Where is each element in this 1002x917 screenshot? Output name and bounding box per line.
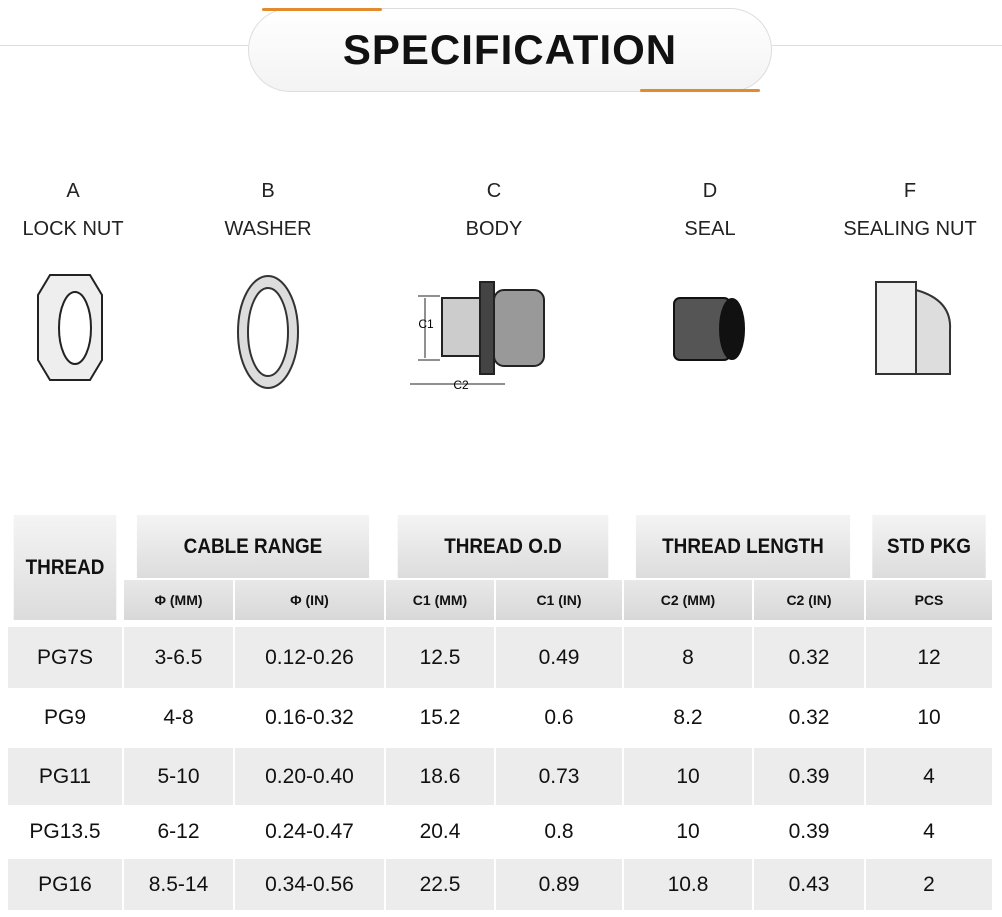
part-name: SEAL (684, 218, 736, 240)
title: SPECIFICATION (248, 8, 772, 92)
table-cell: 0.16-0.32 (235, 690, 384, 745)
part-letter: D (702, 180, 718, 202)
table-cell: 0.24-0.47 (235, 807, 384, 857)
table-cell: 0.73 (496, 748, 622, 805)
rule (772, 45, 1002, 46)
part-icons: C1 C2 (37, 274, 952, 392)
table-cell: PG13.5 (8, 807, 122, 857)
table-cell: 3-6.5 (124, 627, 233, 688)
part-name: LOCK NUT (22, 218, 124, 240)
part-letter: B (261, 180, 275, 202)
table-cell: 4-8 (124, 690, 233, 745)
header-cell: THREAD LENGTH (635, 515, 851, 578)
accent (262, 8, 382, 11)
part-name: SEALING NUT (843, 218, 977, 240)
table-cell: 22.5 (386, 859, 494, 910)
washer-icon (237, 275, 299, 389)
table-cell: 0.43 (754, 859, 864, 910)
table-cell: 0.12-0.26 (235, 627, 384, 688)
table-cell: PG16 (8, 859, 122, 910)
table-cell: 10 (624, 807, 752, 857)
subheader-cell: C2 (MM) (624, 580, 752, 620)
part-letter: F (903, 180, 917, 202)
table-cell: 0.39 (754, 807, 864, 857)
seal-icon (673, 297, 745, 361)
table-cell: 4 (866, 748, 992, 805)
table-cell: 4 (866, 807, 992, 857)
sealing-nut-icon (875, 281, 952, 375)
table-cell: PG9 (8, 690, 122, 745)
subheader-cell: C1 (IN) (496, 580, 622, 620)
table-cell: 8.5-14 (124, 859, 233, 910)
table-cell: 0.39 (754, 748, 864, 805)
table-cell: 10.8 (624, 859, 752, 910)
rule (0, 45, 248, 46)
table-cell: 0.20-0.40 (235, 748, 384, 805)
table-cell: PG11 (8, 748, 122, 805)
table-cell: 8.2 (624, 690, 752, 745)
part-name: WASHER (224, 218, 312, 240)
header-cell: THREAD O.D (397, 515, 609, 578)
table-cell: 0.49 (496, 627, 622, 688)
c1-label: C1 (418, 317, 434, 331)
header-cell: STD PKG (872, 515, 986, 578)
table-cell: 8 (624, 627, 752, 688)
header-cell: CABLE RANGE (136, 515, 370, 578)
table-cell: 5-10 (124, 748, 233, 805)
table-cell: 0.34-0.56 (235, 859, 384, 910)
table-cell: 20.4 (386, 807, 494, 857)
subheader-cell: Φ (MM) (124, 580, 233, 620)
c2-label: C2 (453, 378, 469, 392)
part-name: BODY (465, 218, 523, 240)
table-cell: 6-12 (124, 807, 233, 857)
table-cell: PG7S (8, 627, 122, 688)
table-cell: 12 (866, 627, 992, 688)
table-cell: 0.8 (496, 807, 622, 857)
table-cell: 0.89 (496, 859, 622, 910)
lock-nut-icon (37, 274, 103, 381)
table-cell: 0.32 (754, 690, 864, 745)
subheader-cell: C1 (MM) (386, 580, 494, 620)
table-cell: 12.5 (386, 627, 494, 688)
table-cell: 18.6 (386, 748, 494, 805)
part-letter: C (486, 180, 502, 202)
header-cell: THREAD (13, 515, 117, 620)
subheader-cell: PCS (866, 580, 992, 620)
table-cell: 0.6 (496, 690, 622, 745)
table-cell: 0.32 (754, 627, 864, 688)
accent (640, 89, 760, 92)
subheader-cell: C2 (IN) (754, 580, 864, 620)
table-cell: 10 (866, 690, 992, 745)
part-letter: A (66, 180, 80, 202)
title-text: SPECIFICATION (342, 26, 678, 73)
table-cell: 2 (866, 859, 992, 910)
body-icon (410, 281, 545, 385)
table-cell: 10 (624, 748, 752, 805)
subheader-cell: Φ (IN) (235, 580, 384, 620)
table-cell: 15.2 (386, 690, 494, 745)
